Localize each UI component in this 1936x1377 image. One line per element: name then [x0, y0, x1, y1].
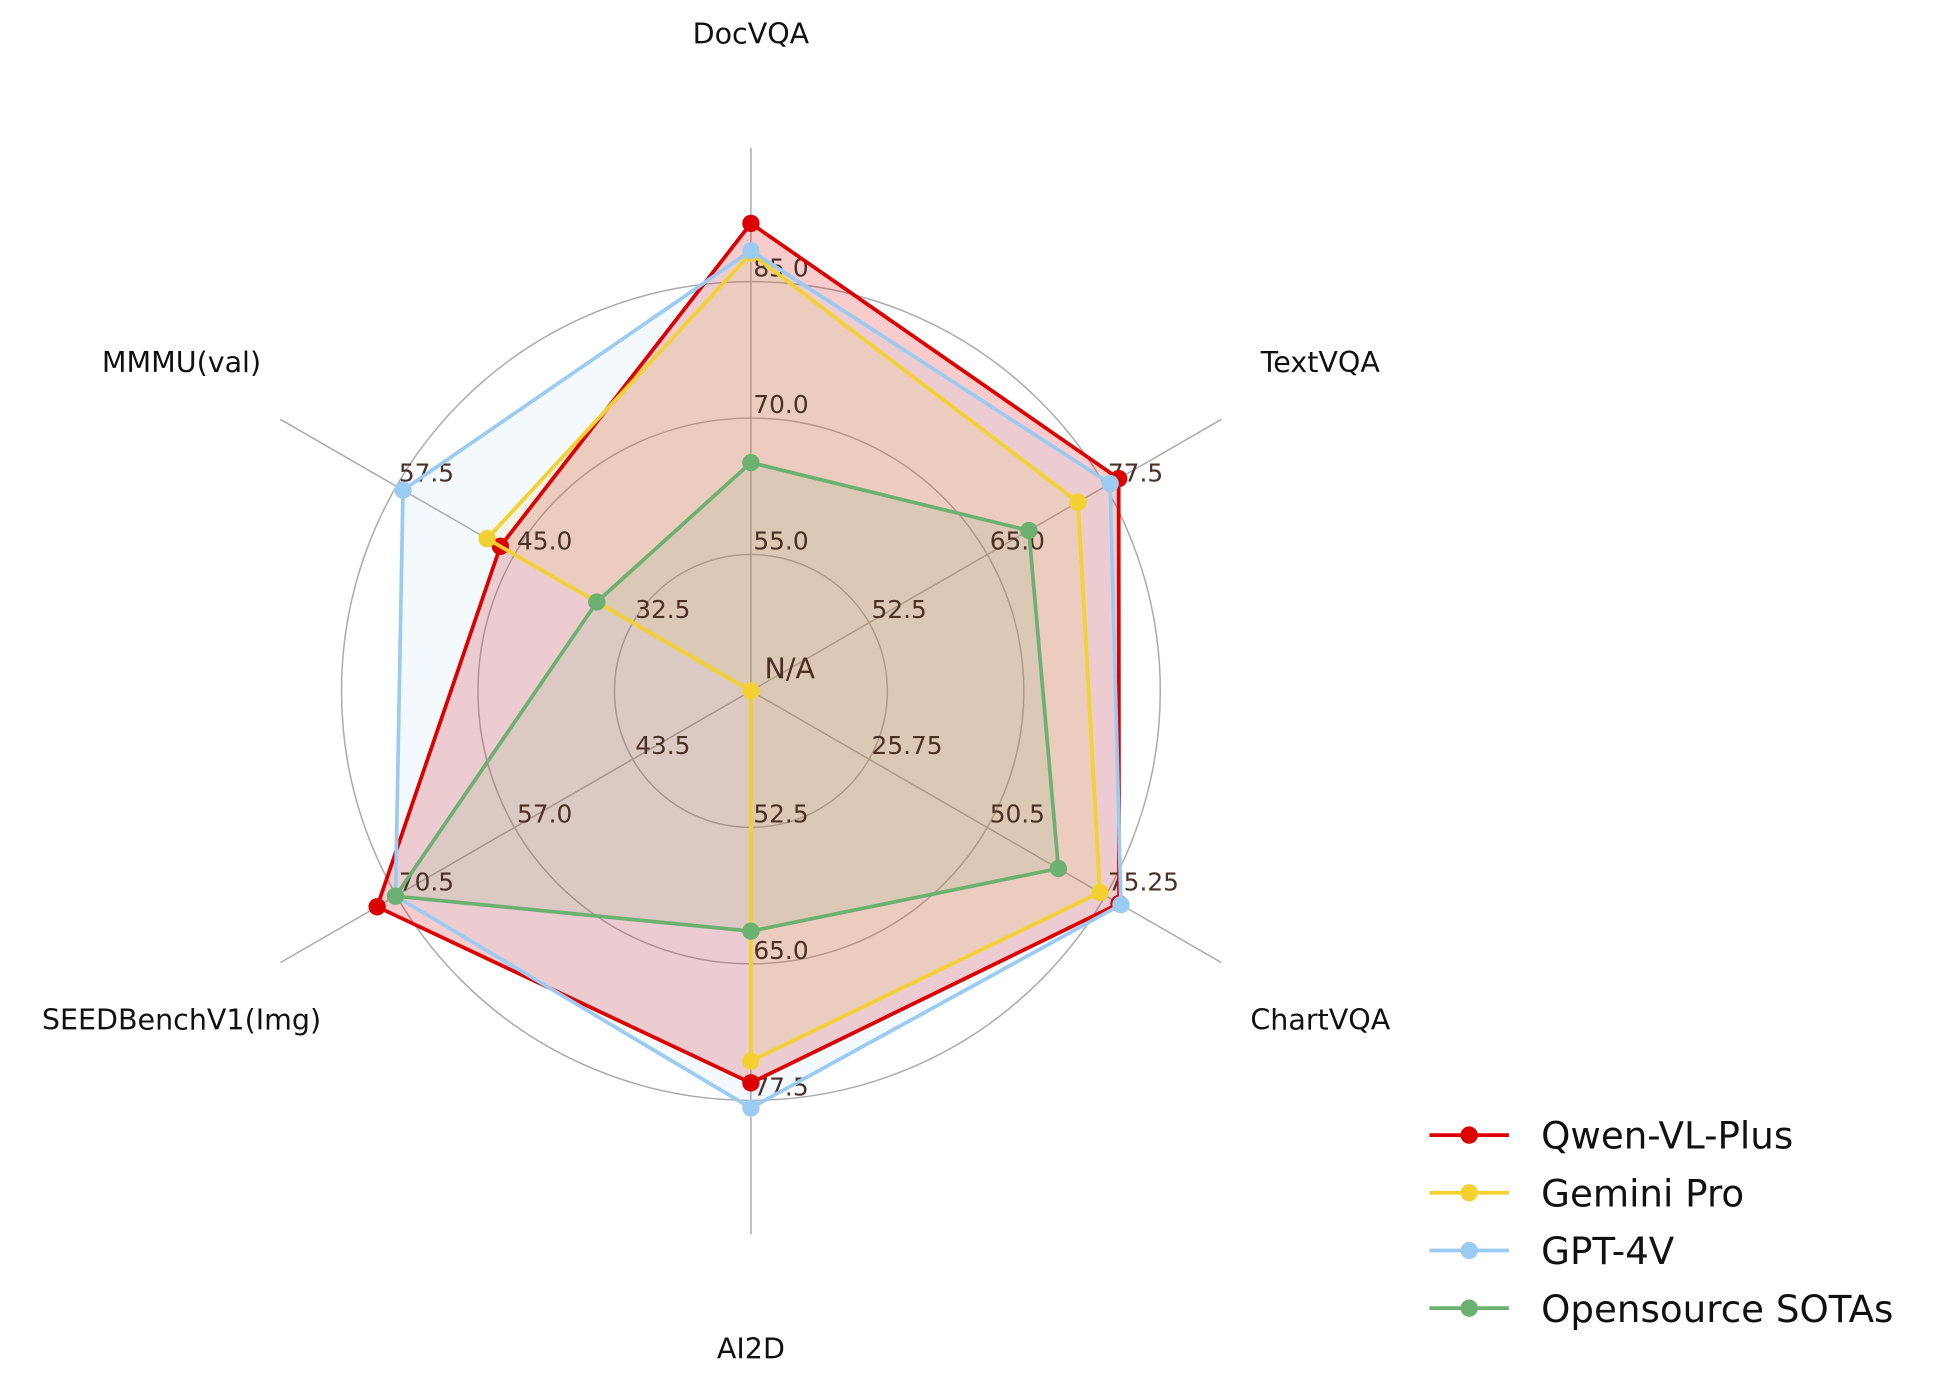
data-point: [588, 593, 606, 611]
axis-label: MMMU(val): [102, 346, 261, 379]
legend-label: Gemini Pro: [1541, 1171, 1744, 1215]
legend-label: Opensource SOTAs: [1541, 1287, 1893, 1331]
data-point: [742, 1052, 760, 1070]
data-point: [1091, 883, 1109, 902]
series-fill: [395, 462, 1059, 932]
data-point: [368, 898, 386, 916]
data-point: [742, 241, 760, 260]
axis-label: TextVQA: [1260, 346, 1381, 379]
axis-label: AI2D: [717, 1332, 785, 1365]
data-point: [742, 922, 760, 940]
legend-marker: [1460, 1241, 1478, 1260]
tick-label: 70.0: [753, 390, 808, 419]
legend-label: Qwen-VL-Plus: [1541, 1114, 1793, 1158]
tick-label: 52.5: [753, 799, 808, 828]
legend-marker: [1460, 1299, 1478, 1317]
tick-label: 70.5: [399, 868, 454, 897]
tick-label: 57.0: [517, 799, 572, 828]
data-point: [1049, 859, 1068, 878]
axis-label: SEEDBenchV1(Img): [42, 1004, 321, 1037]
data-point: [478, 530, 496, 548]
tick-label: 45.0: [517, 527, 572, 556]
tick-label: 32.5: [635, 595, 690, 624]
data-point: [742, 214, 760, 233]
tick-label: 50.5: [990, 799, 1045, 828]
tick-label: 65.0: [753, 936, 808, 965]
axis-label: ChartVQA: [1250, 1004, 1390, 1037]
axis-labels: DocVQA TextVQA ChartVQA AI2D SEEDBenchV1(Img…: [42, 17, 1391, 1365]
legend-label: GPT-4V: [1541, 1229, 1675, 1273]
axis-line: [750, 690, 1222, 964]
data-point: [1101, 474, 1119, 493]
data-point: [386, 887, 405, 905]
legend-marker: [1460, 1126, 1478, 1144]
data-point: [742, 1074, 760, 1092]
data-point: [1020, 521, 1038, 540]
axis-label: DocVQA: [693, 17, 810, 50]
data-point: [1069, 493, 1087, 511]
tick-label: 25.75: [872, 731, 943, 760]
tick-label: 43.5: [635, 731, 690, 760]
data-point: [742, 682, 760, 700]
series-fills: [377, 223, 1121, 1109]
series-fill: [487, 253, 1100, 1062]
axis-line: [750, 418, 1222, 692]
data-point: [394, 481, 412, 499]
legend: Qwen-VL-Plus Gemini Pro GPT-4V Opensource S…: [1429, 1114, 1893, 1331]
tick-label: 55.0: [753, 527, 808, 556]
data-point: [742, 453, 760, 472]
legend-marker: [1460, 1184, 1478, 1202]
data-point: [742, 1099, 760, 1117]
tick-label: 52.5: [872, 595, 927, 624]
series-lines: [368, 214, 1130, 1117]
tick-labels: 55.070.085.052.565.077.525.7550.575.2552…: [399, 254, 1179, 1102]
series-fill: [377, 223, 1120, 1083]
axis-line: [279, 690, 752, 964]
center-na-label: N/A: [765, 653, 816, 686]
data-point: [1112, 895, 1130, 914]
